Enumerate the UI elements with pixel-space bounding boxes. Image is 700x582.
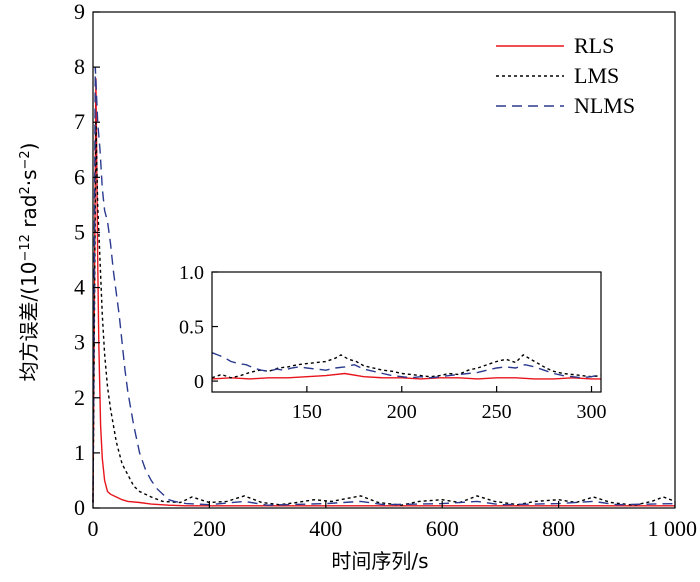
y-axis-title-exp3: −2 bbox=[18, 150, 33, 169]
x-tick-label: 800 bbox=[542, 516, 575, 541]
inset-y-tick-label: 0 bbox=[194, 371, 204, 393]
y-tick-label: 7 bbox=[74, 109, 85, 134]
y-tick-label: 8 bbox=[74, 54, 85, 79]
legend-label-nlms: NLMS bbox=[574, 93, 635, 118]
series-line-rls bbox=[92, 78, 675, 507]
plot-frame bbox=[92, 11, 676, 509]
series-line-lms bbox=[92, 122, 676, 506]
y-tick-label: 3 bbox=[74, 330, 85, 355]
main-plot-area: 0 1 2 3 4 5 6 7 8 9 0 200 400 600 800 1 000 bbox=[74, 0, 697, 541]
inset-y-tick-label: 0.5 bbox=[179, 317, 204, 339]
x-tick-label: 1 000 bbox=[648, 516, 698, 541]
inset-x-tick-label: 200 bbox=[387, 401, 417, 423]
legend-label-lms: LMS bbox=[574, 63, 619, 88]
y-axis-title-dot: ·s bbox=[17, 169, 41, 186]
inset-background bbox=[212, 272, 601, 392]
y-tick-label: 9 bbox=[74, 0, 85, 24]
inset-series-line-nlms bbox=[211, 352, 602, 379]
y-tick-label: 0 bbox=[74, 495, 85, 520]
legend: RLS LMS NLMS bbox=[496, 33, 635, 118]
legend-label-rls: RLS bbox=[574, 33, 614, 58]
inset-y-tick-label: 1.0 bbox=[179, 262, 204, 284]
y-axis-title-close: ) bbox=[17, 142, 41, 150]
y-axis-title-main: 均方误差/(10 bbox=[17, 262, 41, 382]
y-axis-title: 均方误差/(10−12 rad2·s−2) bbox=[17, 142, 41, 381]
inset-series-line-lms bbox=[211, 354, 602, 379]
y-tick-label: 1 bbox=[74, 440, 85, 465]
y-axis-title-unit: rad bbox=[17, 195, 41, 235]
inset-x-tick-label: 300 bbox=[577, 401, 607, 423]
y-tick-label: 4 bbox=[74, 275, 85, 300]
inset-plot: 0 0.5 1.0 150 200 250 300 bbox=[179, 262, 607, 423]
inset-x-tick-label: 250 bbox=[482, 401, 512, 423]
inset-frame bbox=[211, 271, 602, 393]
inset-series-line-rls bbox=[211, 372, 601, 380]
y-tick-label: 2 bbox=[74, 385, 85, 410]
y-axis-title-exp2: 2 bbox=[18, 186, 33, 194]
x-tick-label: 0 bbox=[88, 516, 99, 541]
x-tick-label: 600 bbox=[426, 516, 459, 541]
inset-x-tick-label: 150 bbox=[292, 401, 322, 423]
series-line-nlms bbox=[92, 67, 676, 506]
x-tick-label: 400 bbox=[309, 516, 342, 541]
x-axis-title: 时间序列/s bbox=[331, 549, 428, 573]
y-tick-label: 6 bbox=[74, 164, 85, 189]
y-axis-title-exp1: −12 bbox=[18, 234, 33, 261]
y-tick-label: 5 bbox=[74, 219, 85, 244]
x-tick-label: 200 bbox=[193, 516, 226, 541]
